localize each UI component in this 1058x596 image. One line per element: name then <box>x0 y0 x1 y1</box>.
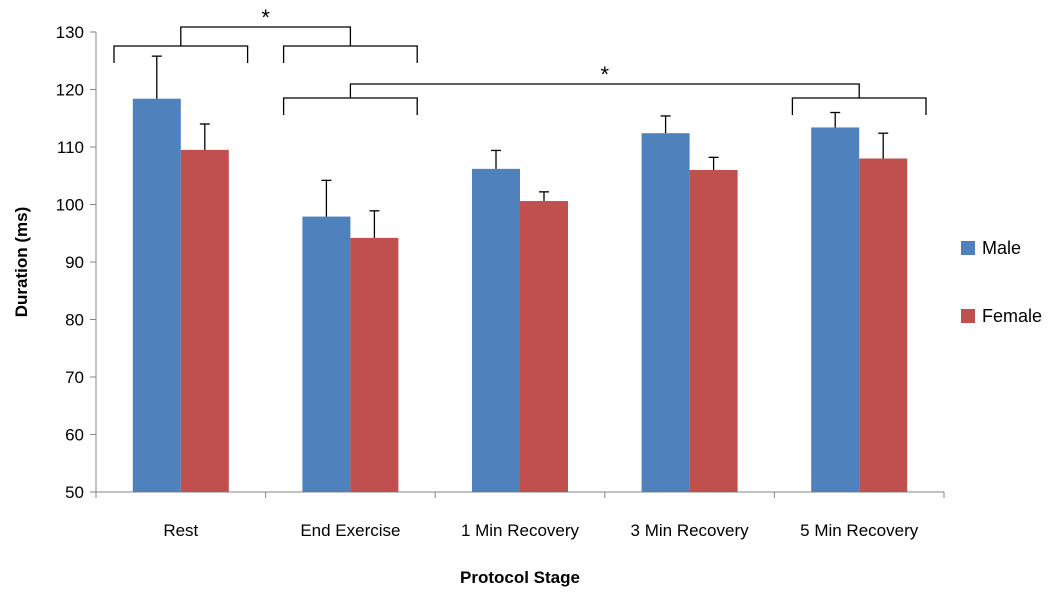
bar-male <box>811 127 860 492</box>
bar-male <box>302 216 351 492</box>
y-axis-title: Duration (ms) <box>12 207 31 318</box>
legend-swatch-female <box>961 309 975 323</box>
bar-female <box>350 237 399 492</box>
significance-asterisk: * <box>261 5 270 30</box>
significance-group-bracket <box>282 97 418 115</box>
significance-group-bracket <box>791 97 927 115</box>
bar-female <box>689 170 738 492</box>
y-tick-label: 50 <box>65 483 84 502</box>
bar-female <box>520 201 568 493</box>
y-tick-label: 100 <box>56 196 84 215</box>
y-tick-label: 70 <box>65 368 84 387</box>
significance-group-bracket <box>282 45 418 63</box>
significance-group-bracket <box>113 45 249 63</box>
y-tick-label: 90 <box>65 253 84 272</box>
y-tick-label: 120 <box>56 81 84 100</box>
bar-female <box>180 149 229 492</box>
y-tick-label: 130 <box>56 23 84 42</box>
bar-male <box>472 168 520 492</box>
legend-swatch-male <box>961 241 975 255</box>
x-tick-label: 3 Min Recovery <box>631 521 750 540</box>
x-tick-label: 1 Min Recovery <box>461 521 580 540</box>
legend-label-female: Female <box>982 306 1042 326</box>
significance-connector <box>349 83 860 98</box>
significance-asterisk: * <box>601 62 610 87</box>
x-tick-label: End Exercise <box>300 521 400 540</box>
significance-connector <box>180 26 352 46</box>
bar-female <box>859 158 908 492</box>
y-tick-label: 80 <box>65 311 84 330</box>
y-tick-label: 110 <box>57 138 84 157</box>
bar-male <box>132 98 181 492</box>
y-tick-label: 60 <box>65 426 84 445</box>
x-tick-label: 5 Min Recovery <box>800 521 919 540</box>
x-tick-label: Rest <box>163 521 198 540</box>
legend-label-male: Male <box>982 238 1021 258</box>
x-axis-title: Protocol Stage <box>460 568 580 587</box>
bar-male <box>641 133 690 492</box>
